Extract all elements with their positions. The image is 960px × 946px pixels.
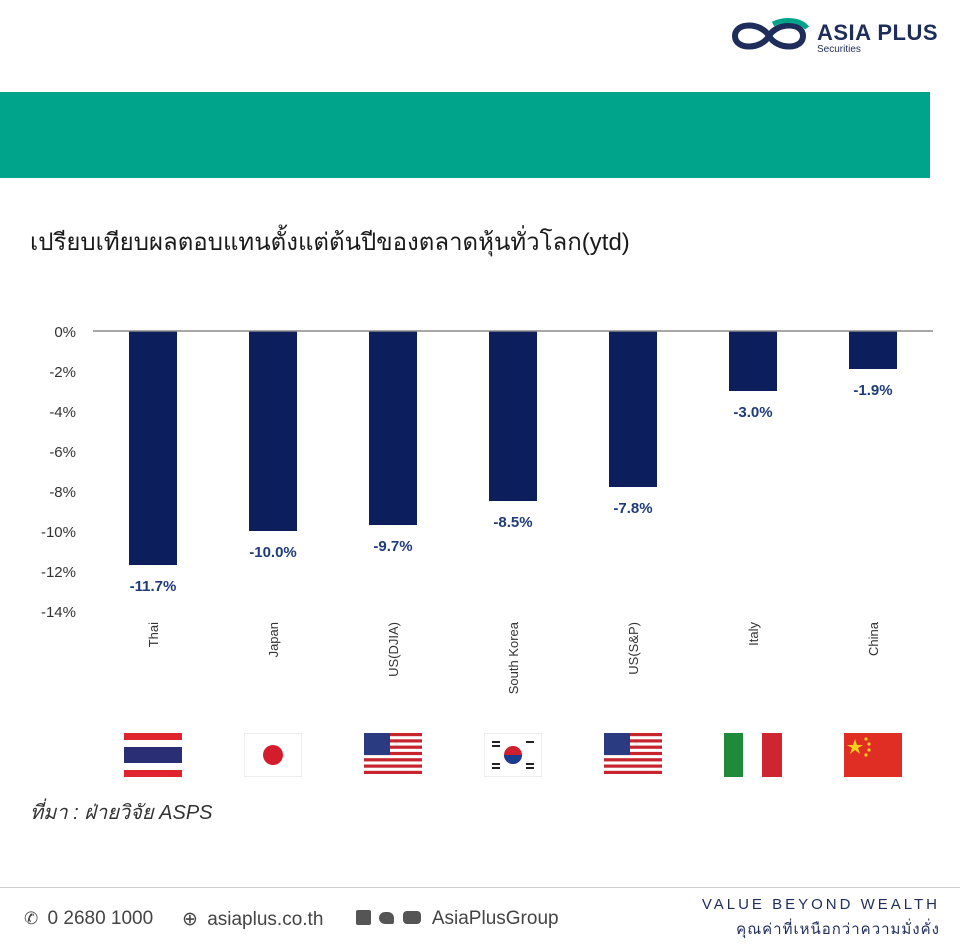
- x-tick-label: Thai: [146, 622, 161, 647]
- bar: [609, 331, 657, 487]
- y-tick-label: -4%: [49, 404, 76, 421]
- usa-flag-icon: [604, 733, 662, 777]
- footer-divider: [0, 887, 960, 888]
- y-tick-label: -6%: [49, 444, 76, 461]
- tagline-th: คุณค่าที่เหนือกว่าความมั่งคั่ง: [736, 921, 940, 938]
- x-tick-label: China: [866, 621, 881, 656]
- logo-icon: [731, 18, 809, 50]
- chart-title: เปรียบเทียบผลตอบแทนตั้งแต่ต้นปีของตลาดหุ…: [30, 229, 630, 256]
- y-tick-label: -10%: [41, 524, 76, 541]
- bar: [249, 331, 297, 531]
- tagline-en: VALUE BEYOND WEALTH: [701, 896, 940, 913]
- footer-website[interactable]: ⊕ asiaplus.co.th: [182, 908, 323, 931]
- footer-social[interactable]: AsiaPlusGroup: [356, 908, 559, 930]
- y-tick-label: 0%: [54, 324, 76, 341]
- y-tick-label: -2%: [49, 364, 76, 381]
- brand-name: ASIA PLUS: [817, 20, 939, 45]
- bar: [129, 331, 177, 565]
- social-handle[interactable]: AsiaPlusGroup: [431, 908, 559, 929]
- x-tick-label: US(DJIA): [386, 622, 401, 677]
- data-label: -9.7%: [373, 538, 412, 555]
- y-tick-label: -12%: [41, 564, 76, 581]
- tagline: VALUE BEYOND WEALTH คุณค่าที่เหนือกว่าคว…: [702, 896, 940, 941]
- bar-chart: 0% -2% -4% -6% -8% -10% -12% -14% -11.7% Thai -10.…: [41, 324, 933, 694]
- data-label: -7.8%: [613, 500, 652, 517]
- source-note: ที่มา : ฝ่ายวิจัย ASPS: [30, 802, 213, 824]
- thailand-flag-icon: [124, 733, 182, 777]
- x-tick-label: South Korea: [506, 621, 521, 694]
- brand-sub: Securities: [817, 44, 861, 55]
- y-tick-label: -8%: [49, 484, 76, 501]
- x-tick-label: Italy: [746, 622, 761, 646]
- japan-flag-icon: [243, 732, 303, 778]
- header-band: [0, 92, 930, 178]
- bar: [489, 331, 537, 501]
- y-tick-label: -14%: [41, 604, 76, 621]
- footer-phone: ✆ 0 2680 1000: [24, 908, 153, 930]
- china-flag-icon: [844, 733, 902, 777]
- data-label: -11.7%: [130, 578, 177, 595]
- facebook-icon[interactable]: [356, 910, 371, 925]
- data-label: -8.5%: [493, 514, 532, 531]
- bar: [369, 331, 417, 525]
- data-label: -1.9%: [853, 382, 892, 399]
- usa-flag-icon: [364, 733, 422, 777]
- bar: [729, 331, 777, 391]
- data-label: -3.0%: [733, 404, 772, 421]
- x-tick-label: US(S&P): [626, 622, 641, 675]
- globe-icon: ⊕: [182, 909, 198, 930]
- bar: [849, 331, 897, 369]
- data-label: -10.0%: [249, 544, 297, 561]
- phone-icon: ✆: [24, 909, 39, 928]
- x-tick-label: Japan: [266, 622, 281, 657]
- brand-logo: ASIA PLUS Securities: [725, 14, 940, 58]
- youtube-icon[interactable]: [402, 911, 421, 924]
- italy-flag-icon: [724, 733, 782, 777]
- south-korea-flag-icon: [483, 732, 543, 778]
- phone-number: 0 2680 1000: [47, 908, 154, 929]
- website-link[interactable]: asiaplus.co.th: [207, 909, 324, 930]
- twitter-icon[interactable]: [379, 912, 395, 924]
